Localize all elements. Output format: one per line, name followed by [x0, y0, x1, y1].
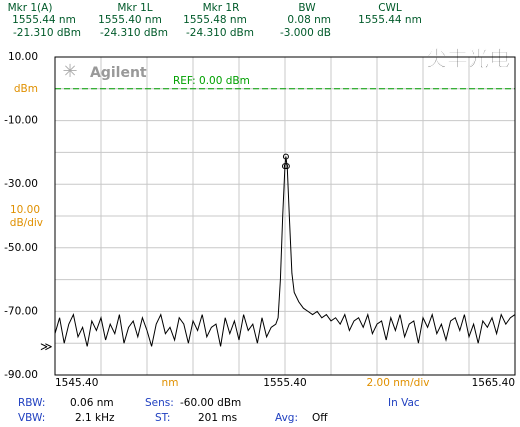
y-tick-label: -10.00	[4, 115, 38, 127]
y-tick-label: 10.00	[8, 51, 38, 63]
x-tick-label: 1545.40	[55, 377, 98, 389]
setting-label: ST:	[155, 412, 170, 424]
readout-value: 1555.44 nm	[12, 14, 76, 26]
x-unit: nm	[162, 377, 179, 389]
x-scale: 2.00 nm/div	[367, 377, 430, 389]
watermark: 尖丰光电	[426, 47, 510, 71]
logo: Agilent	[90, 65, 147, 81]
x-tick-label: 1555.40	[263, 377, 306, 389]
trace	[54, 156, 516, 347]
logo-star: ✳	[62, 61, 77, 82]
y-scale: dB/div	[10, 217, 43, 229]
y-scale: 10.00	[10, 204, 40, 216]
readout-label: CWL	[378, 2, 402, 14]
setting-label: VBW:	[18, 412, 45, 424]
y-unit: dBm	[14, 83, 38, 95]
y-tick-label: -90.00	[4, 369, 38, 381]
readout-value: -24.310 dBm	[100, 27, 168, 39]
readout-value: -21.310 dBm	[13, 27, 81, 39]
setting-label: Avg:	[275, 412, 298, 424]
y-tick-label: -50.00	[4, 242, 38, 254]
settings: RBW: 0.06 nm Sens: -60.00 dBm In Vac VBW…	[18, 397, 420, 424]
readout-label: BW	[298, 2, 316, 14]
readout-value: 1555.48 nm	[183, 14, 247, 26]
setting-value: -60.00 dBm	[180, 397, 241, 409]
setting-label: RBW:	[18, 397, 45, 409]
plot-frame	[54, 56, 516, 376]
readout-value: -3.000 dB	[280, 27, 331, 39]
setting-value: Off	[312, 412, 328, 424]
setting-value: 2.1 kHz	[75, 412, 115, 424]
readout-label: Mkr 1L	[117, 2, 152, 14]
readout-value: 1555.40 nm	[98, 14, 162, 26]
setting-value: 201 ms	[198, 412, 237, 424]
marker	[282, 153, 289, 160]
setting-value: 0.06 nm	[70, 397, 114, 409]
y-tick-label: -30.00	[4, 178, 38, 190]
readout-label: Mkr 1R	[203, 2, 240, 14]
readout-value: 1555.44 nm	[358, 14, 422, 26]
setting-label: Sens:	[145, 397, 174, 409]
ref-label: REF: 0.00 dBm	[173, 75, 250, 87]
readout-label: Mkr 1(A)	[8, 2, 53, 14]
setting-label: In Vac	[388, 397, 420, 409]
y-tick-label: -70.00	[4, 305, 38, 317]
readout-value: -24.310 dBm	[186, 27, 254, 39]
readout: Mkr 1(A) 1555.44 nm -21.310 dBm Mkr 1L 1…	[8, 2, 422, 39]
marker	[283, 163, 290, 170]
level-indicator: ≫	[40, 340, 53, 354]
marker	[282, 163, 288, 170]
x-tick-label: 1565.40	[472, 377, 515, 389]
readout-value: 0.08 nm	[287, 14, 331, 26]
